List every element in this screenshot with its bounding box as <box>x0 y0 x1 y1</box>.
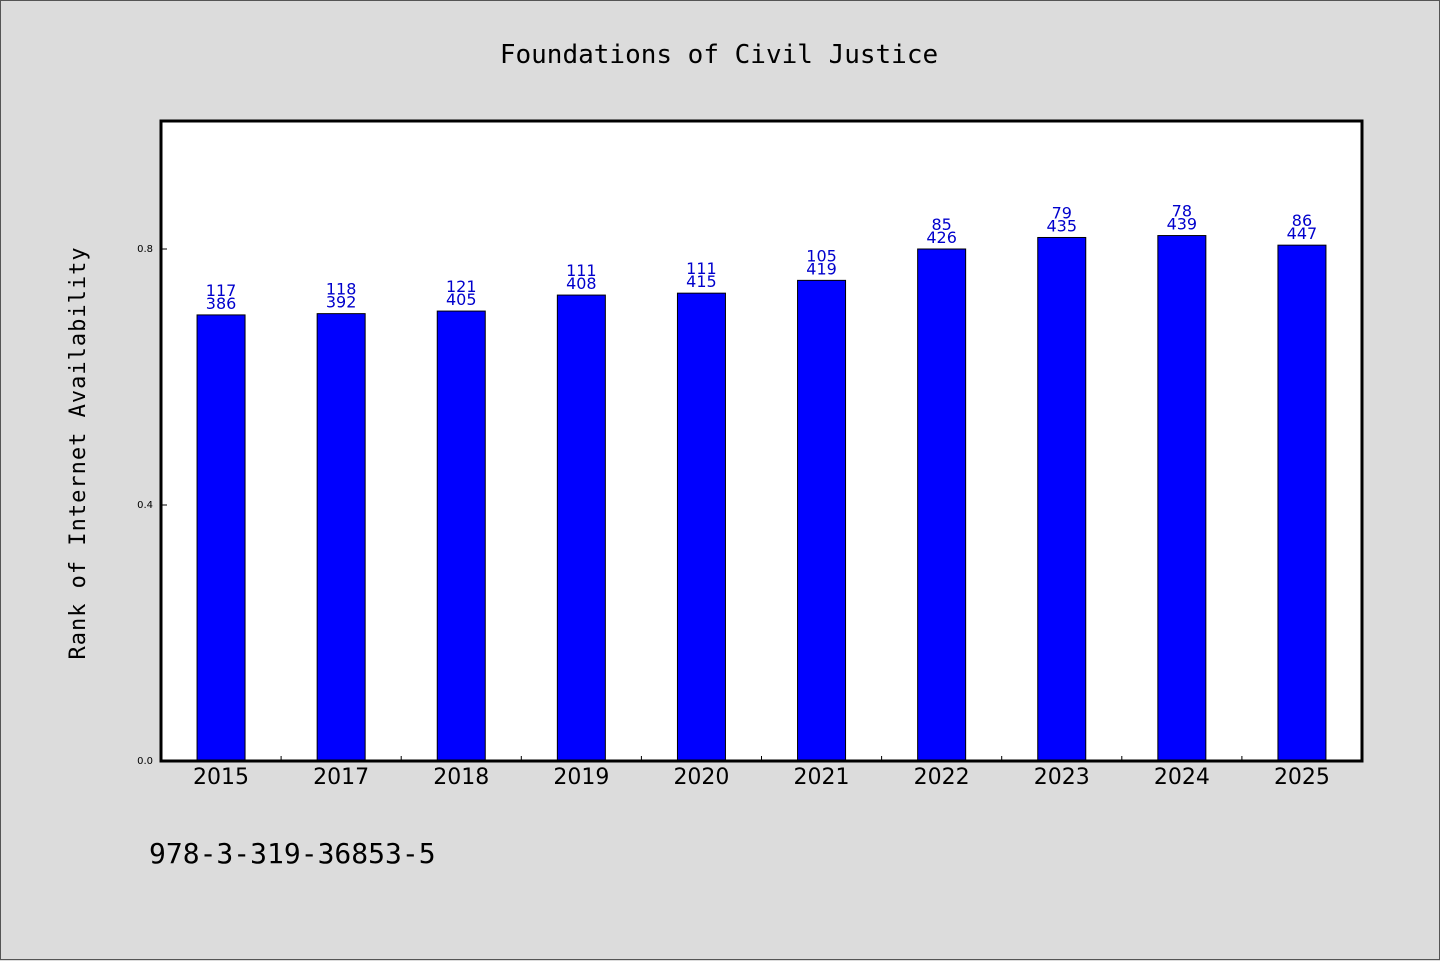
y-tick-label: 0.4 <box>137 500 153 511</box>
bar-2022 <box>917 248 967 762</box>
bars-layer: 1173861183921214051114081114151054198542… <box>196 202 1327 762</box>
bar-label-bottom-2022: 426 <box>926 228 957 247</box>
bar-label-bottom-2020: 415 <box>686 272 717 291</box>
bar-label-bottom-2023: 435 <box>1046 216 1077 235</box>
bar-label-top-2020: 111 <box>686 259 717 278</box>
x-tick-label-2025: 2025 <box>1274 765 1330 790</box>
bar-label-top-2023: 79 <box>1052 203 1072 222</box>
bar-2017 <box>316 313 366 762</box>
bar-label-top-2025: 86 <box>1292 211 1312 230</box>
y-tick-label: 0.8 <box>137 244 153 255</box>
x-tick-label-2019: 2019 <box>553 765 609 790</box>
bar-label-top-2017: 118 <box>326 280 357 299</box>
bar-label-bottom-2017: 392 <box>326 293 357 312</box>
bar-2023 <box>1037 236 1087 762</box>
x-tick-label-2015: 2015 <box>193 765 249 790</box>
bar-label-top-2024: 78 <box>1172 202 1192 221</box>
bar-label-bottom-2025: 447 <box>1287 224 1318 243</box>
x-tick-label-2023: 2023 <box>1034 765 1090 790</box>
x-tick-label-2022: 2022 <box>914 765 970 790</box>
bar-label-top-2022: 85 <box>931 215 951 234</box>
bar-2025 <box>1277 244 1327 762</box>
bar-label-top-2019: 111 <box>566 261 597 280</box>
bar-label-bottom-2021: 419 <box>806 259 837 278</box>
bar-2019 <box>556 294 606 762</box>
bar-2015 <box>196 314 246 762</box>
bar-2020 <box>676 292 726 762</box>
x-axis: 2015 2017 2018 2019 2020 2021 2022 2023 2024 2025 <box>193 756 1330 790</box>
bar-label-bottom-2018: 405 <box>446 290 477 309</box>
x-tick-label-2017: 2017 <box>313 765 369 790</box>
y-axis-label: Rank of Internet Availability <box>66 246 91 659</box>
x-tick-label-2018: 2018 <box>433 765 489 790</box>
y-tick-label: 0.0 <box>137 756 153 767</box>
bar-2024 <box>1157 235 1207 762</box>
bar-2018 <box>436 310 486 762</box>
x-tick-label-2024: 2024 <box>1154 765 1210 790</box>
bar-label-bottom-2019: 408 <box>566 274 597 293</box>
bar-2021 <box>797 279 847 762</box>
plot-border <box>159 119 1364 763</box>
bar-label-top-2021: 105 <box>806 246 837 265</box>
x-tick-label-2020: 2020 <box>673 765 729 790</box>
x-tick-label-2021: 2021 <box>794 765 850 790</box>
bar-label-bottom-2024: 439 <box>1167 215 1198 234</box>
chart-title: Foundations of Civil Justice <box>500 40 938 70</box>
bar-label-bottom-2015: 386 <box>206 294 237 313</box>
bar-label-top-2015: 117 <box>206 281 237 300</box>
isbn-text: 978-3-319-36853-5 <box>149 837 436 870</box>
bar-label-top-2018: 121 <box>446 277 477 296</box>
